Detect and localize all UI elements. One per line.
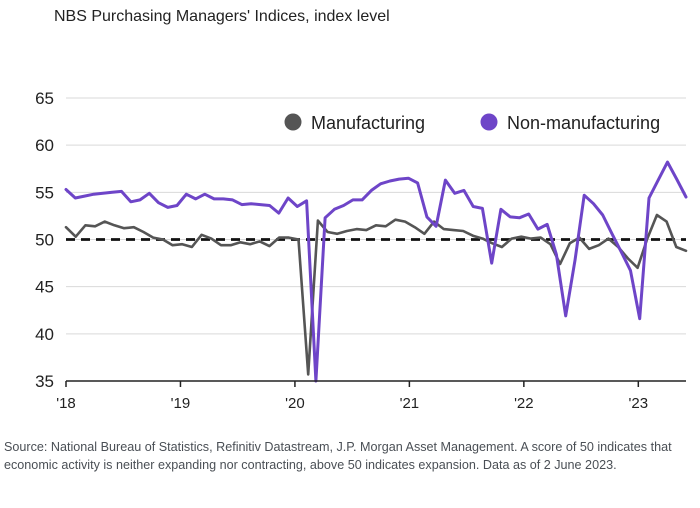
- y-tick-label: 40: [35, 325, 54, 344]
- x-tick-label: '21: [400, 395, 420, 412]
- y-tick-label: 65: [35, 89, 54, 108]
- legend: Manufacturing Non-manufacturing: [284, 113, 660, 133]
- x-tick-label: '23: [629, 395, 649, 412]
- legend-marker-non-manufacturing: [480, 113, 498, 131]
- series-layer: [64, 160, 688, 383]
- gridlines: [66, 97, 686, 335]
- x-tick-label: '18: [56, 395, 76, 412]
- axes: 35 40 45 50 55 60 65 '18 '19 '20 '21 '22 '23: [35, 89, 686, 412]
- y-tick-label: 45: [35, 278, 54, 297]
- x-tick-label: '19: [171, 395, 191, 412]
- x-tick-label: '22: [514, 395, 534, 412]
- legend-label-non-manufacturing: Non-manufacturing: [507, 113, 660, 133]
- series-line-non-manufacturing: [64, 160, 688, 383]
- legend-marker-manufacturing: [284, 113, 302, 131]
- chart-footnote: Source: National Bureau of Statistics, R…: [4, 440, 672, 472]
- y-tick-label: 50: [35, 231, 54, 250]
- chart-title: NBS Purchasing Managers' Indices, index …: [54, 8, 390, 25]
- x-tick-label: '20: [285, 395, 305, 412]
- legend-label-manufacturing: Manufacturing: [311, 113, 425, 133]
- y-tick-label: 55: [35, 183, 54, 202]
- y-tick-label: 60: [35, 136, 54, 155]
- chart-svg: 35 40 45 50 55 60 65 '18 '19 '20 '21 '22 '23 Manufac…: [35, 89, 688, 412]
- y-tick-label: 35: [35, 372, 54, 391]
- series-line-manufacturing: [64, 213, 688, 376]
